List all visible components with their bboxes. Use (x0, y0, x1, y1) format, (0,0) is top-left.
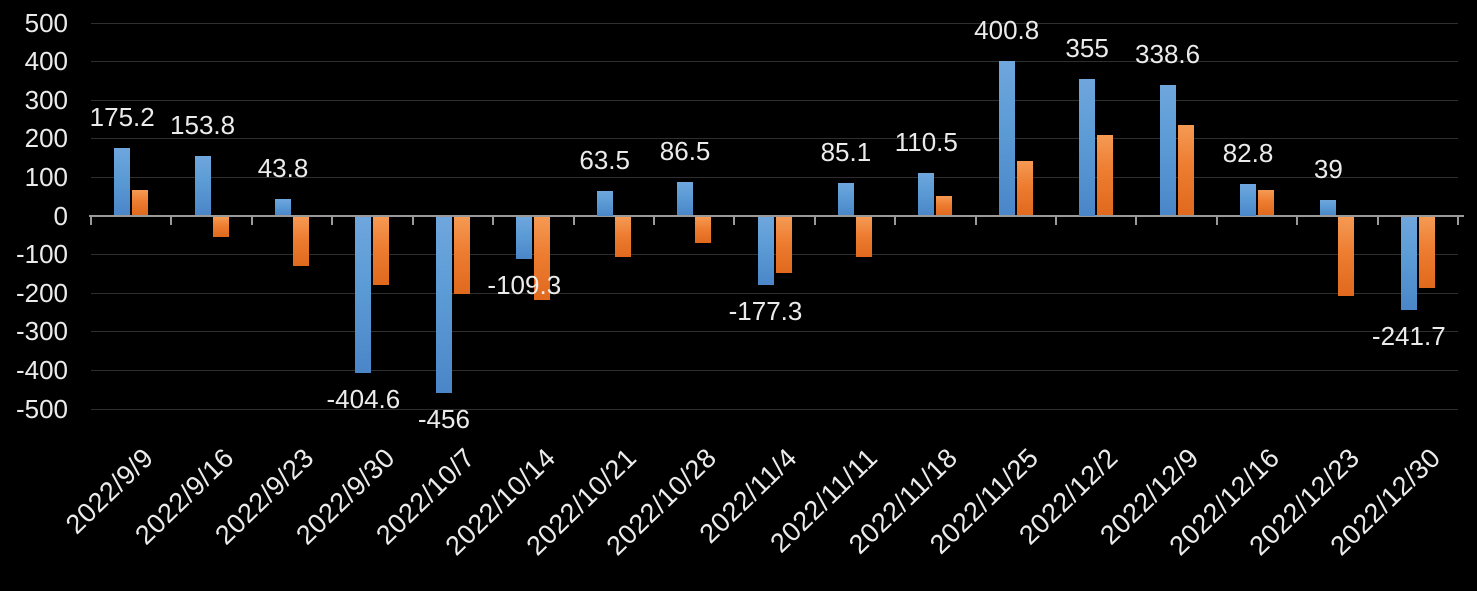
axis-tick (1054, 216, 1057, 225)
y-axis-tick-label: 300 (24, 84, 68, 115)
x-axis-line (89, 214, 1464, 217)
axis-tick (250, 216, 253, 225)
data-label: 400.8 (974, 14, 1040, 45)
gridline (91, 331, 1458, 333)
orange-bar-2022/11/18 (936, 195, 953, 216)
axis-tick (1376, 216, 1379, 225)
orange-bar-2022/12/16 (1258, 190, 1274, 216)
y-axis-tick-label: 500 (24, 7, 68, 38)
data-label: -109.3 (487, 269, 562, 300)
axis-tick (1135, 216, 1138, 225)
blue-bar-2022/10/14 (516, 216, 533, 259)
data-label: 43.8 (257, 152, 309, 183)
data-label: -241.7 (1371, 320, 1446, 351)
orange-bar-2022/10/21 (614, 216, 631, 257)
data-label: 86.5 (659, 136, 711, 167)
blue-bar-2022/12/30 (1400, 216, 1417, 310)
axis-tick (411, 216, 414, 225)
orange-bar-2022/12/2 (1097, 134, 1114, 216)
blue-bar-2022/11/11 (837, 182, 854, 216)
gridline (91, 99, 1458, 101)
orange-bar-2022/11/11 (855, 216, 872, 257)
blue-bar-2022/11/25 (998, 60, 1015, 216)
gridline (91, 138, 1458, 140)
orange-bar-2022/10/28 (695, 216, 712, 244)
data-label: 39 (1313, 154, 1343, 185)
blue-bar-2022/11/18 (918, 172, 935, 216)
blue-bar-2022/9/9 (114, 147, 131, 216)
gridline (91, 61, 1458, 63)
blue-bar-2022/11/4 (757, 216, 774, 285)
data-label: 153.8 (170, 110, 236, 141)
y-axis-tick-label: -200 (15, 277, 68, 308)
data-label: 110.5 (894, 126, 958, 157)
data-label: 355 (1065, 32, 1109, 63)
axis-tick (974, 216, 977, 225)
orange-bar-2022/10/14 (534, 216, 551, 300)
axis-tick (813, 216, 816, 225)
gridline (91, 176, 1458, 178)
data-label: -177.3 (728, 295, 803, 326)
y-axis-tick-label: 400 (24, 46, 68, 77)
data-label: 63.5 (579, 145, 630, 175)
orange-bar-2022/12/9 (1177, 125, 1194, 216)
gridline (91, 408, 1458, 410)
axis-tick (331, 216, 334, 225)
data-label: 175.2 (89, 101, 155, 132)
data-label: 338.6 (1135, 38, 1201, 69)
y-axis-tick-label: 0 (53, 200, 68, 231)
y-axis-tick-label: 200 (24, 123, 68, 154)
orange-bar-2022/9/16 (212, 216, 229, 237)
y-axis-tick-label: 100 (24, 161, 68, 192)
blue-bar-2022/9/23 (275, 198, 291, 216)
gridline (91, 254, 1458, 256)
orange-bar-2022/9/9 (132, 190, 149, 216)
gridline (91, 292, 1458, 294)
axis-tick (492, 216, 495, 225)
y-axis-tick-label: -500 (15, 393, 68, 424)
blue-bar-2022/12/2 (1079, 78, 1096, 216)
data-label: -404.6 (326, 383, 401, 414)
axis-tick (733, 216, 736, 225)
blue-bar-2022/9/30 (355, 216, 372, 373)
y-axis-tick-label: -400 (15, 354, 68, 385)
axis-tick (90, 216, 92, 225)
orange-bar-2022/9/30 (373, 216, 390, 285)
data-label: 82.8 (1222, 137, 1274, 168)
blue-bar-2022/12/16 (1240, 183, 1256, 216)
axis-tick (1296, 216, 1299, 225)
blue-bar-2022/12/23 (1320, 200, 1337, 216)
axis-tick (1215, 216, 1218, 225)
axis-tick (170, 216, 173, 225)
blue-bar-2022/12/9 (1159, 84, 1176, 216)
y-axis-tick-label: -300 (15, 316, 68, 347)
orange-bar-2022/12/30 (1418, 216, 1435, 288)
axis-tick (572, 216, 575, 225)
orange-bar-2022/12/23 (1338, 216, 1355, 296)
orange-bar-2022/9/23 (293, 216, 309, 267)
data-label: 85.1 (820, 136, 872, 167)
axis-tick (652, 216, 655, 225)
axis-tick (1457, 216, 1459, 225)
data-label: -456 (417, 403, 470, 434)
axis-tick (894, 216, 897, 225)
y-axis-tick-label: -100 (15, 239, 68, 270)
blue-bar-2022/10/28 (677, 182, 694, 216)
blue-bar-2022/9/16 (194, 156, 211, 216)
gridline (91, 22, 1458, 24)
blue-bar-2022/10/21 (596, 191, 613, 216)
orange-bar-2022/11/4 (775, 216, 792, 273)
orange-bar-2022/10/7 (453, 216, 470, 295)
orange-bar-2022/11/25 (1016, 161, 1033, 216)
blue-bar-2022/10/7 (435, 216, 452, 393)
gridline (91, 369, 1458, 371)
